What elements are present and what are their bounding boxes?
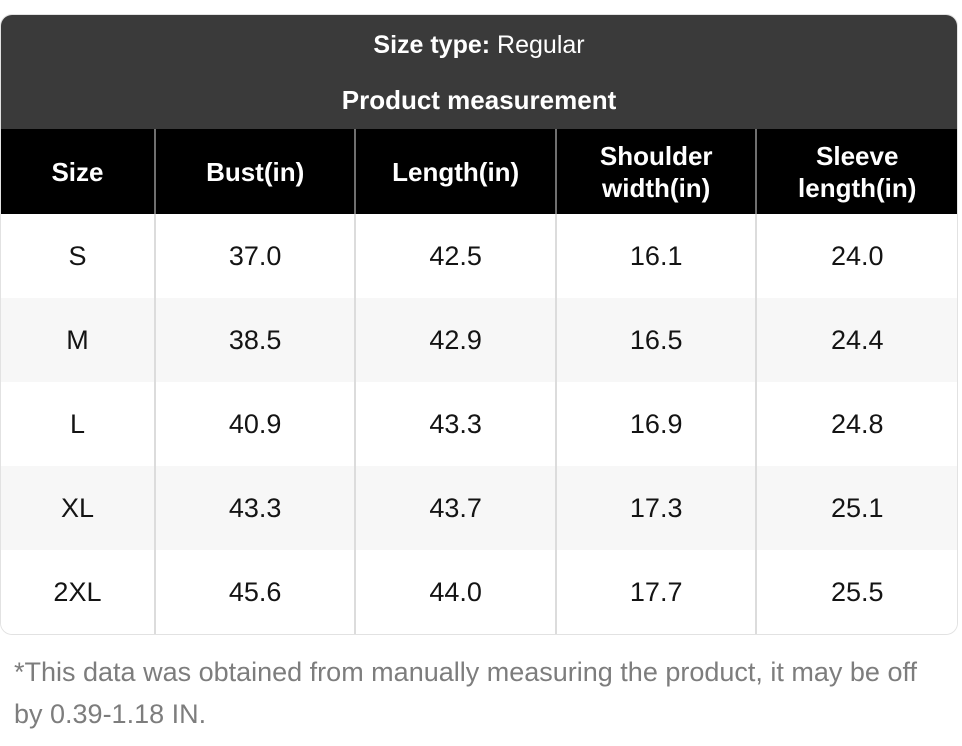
size-type-label: Size type: [373, 31, 491, 59]
header-cell-shoulder-width: Shoulder width(in) [555, 129, 758, 214]
size-cell: S [1, 214, 156, 298]
size-chart-card: Size type: Regular Product measurement S… [0, 14, 958, 635]
measurement-disclaimer: *This data was obtained from manually me… [14, 657, 917, 729]
size-cell: XL [1, 466, 156, 550]
size-table: Size Bust(in) Length(in) Shoulder width(… [1, 129, 957, 634]
header-cell-length: Length(in) [355, 129, 557, 214]
value-cell: 17.7 [555, 550, 758, 634]
size-cell: L [1, 382, 156, 466]
value-cell: 16.1 [555, 214, 758, 298]
value-cell: 37.0 [154, 214, 357, 298]
value-cell: 25.1 [756, 466, 957, 550]
table-body: S 37.0 42.5 16.1 24.0 M 38.5 42.9 16.5 24.4 L 40.9 4… [1, 214, 957, 634]
table-row: XL 43.3 43.7 17.3 25.1 [1, 466, 957, 550]
value-cell: 38.5 [154, 298, 357, 382]
table-row: 2XL 45.6 44.0 17.7 25.5 [1, 550, 957, 634]
header-cell-size: Size [1, 129, 156, 214]
product-measurement-title: Product measurement [341, 85, 617, 115]
table-row: M 38.5 42.9 16.5 24.4 [1, 298, 957, 382]
value-cell: 43.7 [355, 466, 557, 550]
value-cell: 17.3 [555, 466, 758, 550]
table-row: L 40.9 43.3 16.9 24.8 [1, 382, 957, 466]
value-cell: 16.5 [555, 298, 758, 382]
value-cell: 24.4 [756, 298, 957, 382]
table-row: S 37.0 42.5 16.1 24.0 [1, 214, 957, 298]
value-cell: 43.3 [355, 382, 557, 466]
value-cell: 42.5 [355, 214, 557, 298]
value-cell: 24.8 [756, 382, 957, 466]
value-cell: 25.5 [756, 550, 957, 634]
value-cell: 16.9 [555, 382, 758, 466]
size-cell: 2XL [1, 550, 156, 634]
value-cell: 40.9 [154, 382, 357, 466]
value-cell: 44.0 [355, 550, 557, 634]
size-type-value: Regular [497, 31, 585, 59]
table-header-row: Size Bust(in) Length(in) Shoulder width(… [1, 129, 957, 214]
value-cell: 43.3 [154, 466, 357, 550]
size-type-line: Size type: Regular [1, 25, 957, 65]
value-cell: 45.6 [154, 550, 357, 634]
size-chart-header: Size type: Regular Product measurement [1, 15, 957, 129]
value-cell: 24.0 [756, 214, 957, 298]
value-cell: 42.9 [355, 298, 557, 382]
size-cell: M [1, 298, 156, 382]
header-cell-sleeve-length: Sleeve length(in) [756, 129, 957, 214]
header-cell-bust: Bust(in) [154, 129, 357, 214]
